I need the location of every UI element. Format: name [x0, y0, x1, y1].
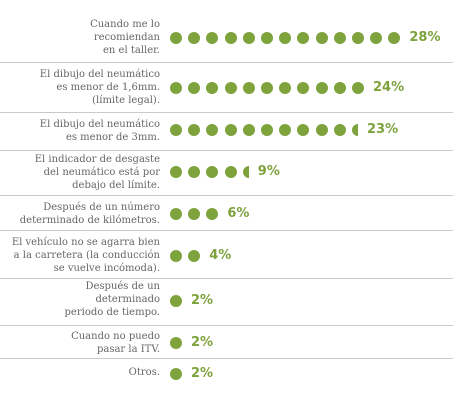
data-dot	[170, 166, 182, 178]
data-dot	[297, 124, 310, 136]
data-dot	[188, 124, 201, 136]
row-separator	[0, 358, 453, 359]
category-label: El dibujo del neumático es menor de 3mm.	[39, 119, 160, 143]
data-dot-half	[242, 166, 249, 178]
data-dot	[188, 208, 201, 220]
data-dot	[206, 124, 219, 136]
data-dot	[297, 82, 310, 94]
data-dot	[224, 32, 237, 44]
row-separator	[0, 62, 453, 63]
data-dot	[388, 32, 401, 44]
value-label: 4%	[209, 248, 232, 263]
row-separator	[0, 150, 453, 151]
data-dot	[333, 32, 346, 44]
value-label: 2%	[191, 335, 214, 350]
data-dot	[279, 82, 292, 94]
data-dot	[242, 124, 255, 136]
data-dot	[261, 124, 273, 136]
row-separator	[0, 278, 453, 279]
data-dot	[188, 250, 201, 262]
data-dot	[370, 32, 383, 44]
data-dot	[315, 124, 328, 136]
data-dot	[170, 295, 182, 307]
value-label: 2%	[191, 366, 214, 381]
category-label: Cuando no puedo pasar la ITV.	[71, 331, 160, 355]
data-dot	[170, 208, 182, 220]
data-dot	[188, 166, 201, 178]
data-dot	[352, 32, 364, 44]
data-dot	[170, 32, 182, 44]
category-label: El indicador de desgaste del neumático e…	[34, 154, 160, 191]
data-dot	[315, 32, 328, 44]
data-dot	[261, 82, 273, 94]
category-label: El dibujo del neumático es menor de 1,6m…	[39, 69, 160, 106]
category-label: Cuando me lo recomiendan en el taller.	[90, 19, 160, 56]
data-dot	[333, 82, 346, 94]
data-dot	[206, 208, 219, 220]
value-label: 24%	[373, 80, 405, 95]
data-dot	[224, 124, 237, 136]
data-dot	[224, 166, 237, 178]
value-label: 28%	[409, 30, 441, 45]
data-dot	[170, 250, 182, 262]
data-dot	[315, 82, 328, 94]
row-separator	[0, 230, 453, 231]
row-separator	[0, 195, 453, 196]
data-dot	[188, 32, 201, 44]
data-dot	[170, 82, 182, 94]
value-label: 2%	[191, 293, 214, 308]
data-dot	[170, 337, 182, 349]
data-dot	[352, 82, 364, 94]
data-dot	[206, 82, 219, 94]
data-dot	[333, 124, 346, 136]
data-dot	[224, 82, 237, 94]
data-dot	[206, 32, 219, 44]
category-label: El vehículo no se agarra bien a la carre…	[11, 237, 160, 274]
data-dot-half	[352, 124, 358, 136]
data-dot	[170, 124, 182, 136]
value-label: 6%	[227, 206, 250, 221]
data-dot	[242, 82, 255, 94]
data-dot	[170, 368, 182, 380]
data-dot	[242, 32, 255, 44]
row-separator	[0, 325, 453, 326]
data-dot	[297, 32, 310, 44]
value-label: 9%	[257, 164, 280, 179]
category-label: Después de un número determinado de kiló…	[19, 202, 160, 226]
category-label: Otros.	[128, 367, 160, 378]
row-separator	[0, 112, 453, 113]
category-label: Después de un determinado periodo de tie…	[64, 281, 160, 318]
data-dot	[279, 124, 292, 136]
data-dot	[279, 32, 292, 44]
data-dot	[261, 32, 273, 44]
data-dot	[206, 166, 219, 178]
data-dot	[188, 82, 201, 94]
value-label: 23%	[367, 122, 399, 137]
